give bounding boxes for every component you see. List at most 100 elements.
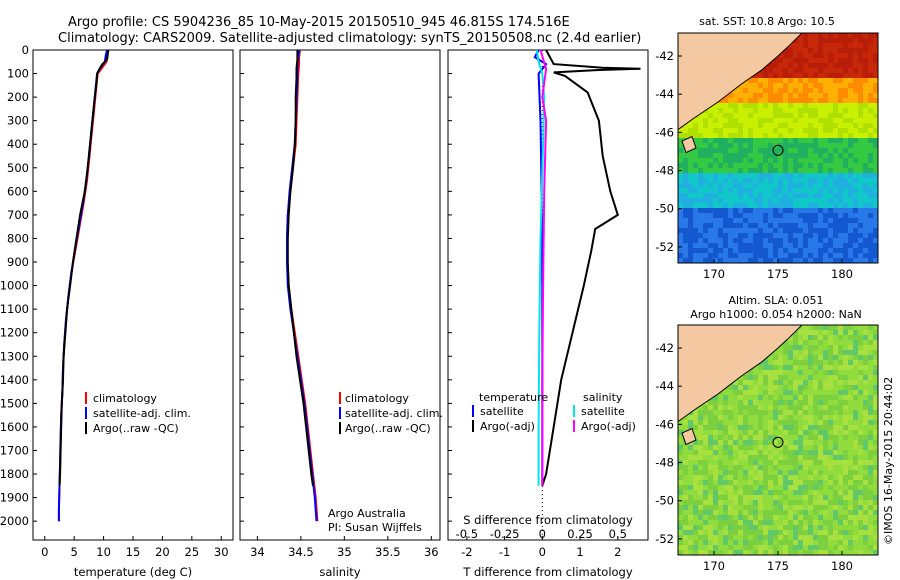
map-cell <box>678 500 684 506</box>
map-cell <box>863 243 869 249</box>
map-cell <box>688 505 694 511</box>
map-cell <box>858 420 864 426</box>
map-cell <box>873 158 879 164</box>
map-cell <box>868 253 874 259</box>
map-cell <box>793 213 799 219</box>
map-cell <box>728 545 734 551</box>
map-cell <box>793 445 799 451</box>
y-tick-label: -52 <box>655 240 674 254</box>
map-cell <box>728 213 734 219</box>
map-cell <box>793 243 799 249</box>
map-cell <box>723 400 729 406</box>
map-cell <box>683 153 689 159</box>
map-cell <box>848 38 854 44</box>
map-cell <box>823 450 829 456</box>
map-cell <box>753 400 759 406</box>
map-cell <box>763 425 769 431</box>
map-cell <box>768 188 774 194</box>
map-cell <box>763 410 769 416</box>
map-cell <box>803 370 809 376</box>
map-cell <box>733 103 739 109</box>
map-cell <box>828 520 834 526</box>
map-cell <box>823 335 829 341</box>
map-cell <box>823 420 829 426</box>
map-cell <box>733 128 739 134</box>
map-cell <box>868 228 874 234</box>
map-cell <box>848 78 854 84</box>
map-cell <box>868 208 874 214</box>
map-cell <box>748 138 754 144</box>
map-cell <box>728 550 734 556</box>
map-cell <box>848 340 854 346</box>
map-cell <box>778 370 784 376</box>
map-cell <box>798 218 804 224</box>
map-cell <box>868 68 874 74</box>
map-cell <box>863 253 869 259</box>
map-cell <box>768 223 774 229</box>
map-cell <box>788 530 794 536</box>
map-cell <box>813 243 819 249</box>
map-cell <box>853 168 859 174</box>
map-cell <box>813 213 819 219</box>
map-cell <box>738 148 744 154</box>
map-cell <box>868 475 874 481</box>
map-cell <box>773 425 779 431</box>
map-cell <box>848 330 854 336</box>
map-cell <box>683 550 689 556</box>
map-cell <box>788 525 794 531</box>
map-cell <box>713 405 719 411</box>
map-cell <box>858 390 864 396</box>
map-cell <box>828 345 834 351</box>
map-cell <box>758 375 764 381</box>
map-cell <box>688 178 694 184</box>
map-cell <box>838 540 844 546</box>
map-cell <box>723 153 729 159</box>
map-cell <box>708 218 714 224</box>
map-cell <box>758 515 764 521</box>
temperature-panel-frame <box>32 49 234 541</box>
map-cell <box>858 198 864 204</box>
map-cell <box>873 88 879 94</box>
map-cell <box>843 330 849 336</box>
map-cell <box>808 183 814 189</box>
map-cell <box>778 223 784 229</box>
map-cell <box>718 540 724 546</box>
map-cell <box>828 475 834 481</box>
map-cell <box>838 208 844 214</box>
map-cell <box>818 505 824 511</box>
map-cell <box>723 490 729 496</box>
map-cell <box>743 168 749 174</box>
map-cell <box>698 405 704 411</box>
map-cell <box>848 415 854 421</box>
map-cell <box>823 113 829 119</box>
map-cell <box>708 500 714 506</box>
map-cell <box>788 430 794 436</box>
map-cell <box>853 228 859 234</box>
map-cell <box>833 148 839 154</box>
map-cell <box>783 390 789 396</box>
map-cell <box>828 330 834 336</box>
map-cell <box>708 520 714 526</box>
map-cell <box>868 103 874 109</box>
map-cell <box>783 208 789 214</box>
map-cell <box>863 440 869 446</box>
map-cell <box>823 340 829 346</box>
map-cell <box>833 345 839 351</box>
map-cell <box>833 370 839 376</box>
map-cell <box>778 208 784 214</box>
map-cell <box>733 500 739 506</box>
map-cell <box>813 63 819 69</box>
map-cell <box>838 193 844 199</box>
map-cell <box>753 435 759 441</box>
map-cell <box>703 450 709 456</box>
map-cell <box>688 455 694 461</box>
map-cell <box>873 53 879 59</box>
map-cell <box>838 133 844 139</box>
map-cell <box>788 148 794 154</box>
map-cell <box>773 183 779 189</box>
map-cell <box>828 340 834 346</box>
map-cell <box>788 138 794 144</box>
map-cell <box>728 188 734 194</box>
map-cell <box>823 400 829 406</box>
map-cell <box>808 158 814 164</box>
